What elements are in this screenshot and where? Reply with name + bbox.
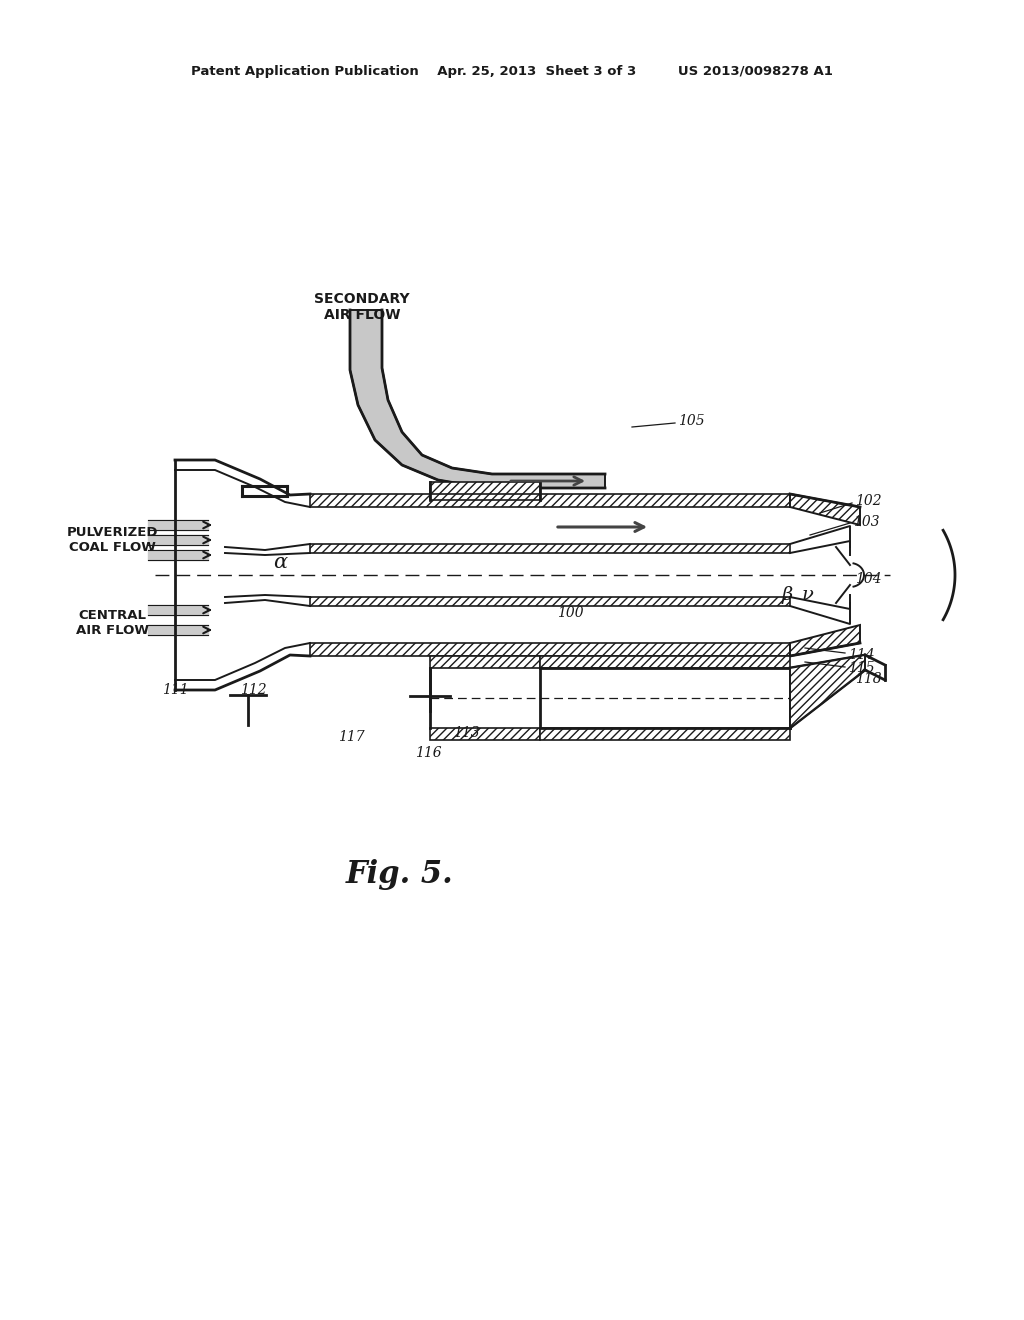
Bar [310, 643, 790, 656]
Text: Patent Application Publication    Apr. 25, 2013  Sheet 3 of 3         US 2013/00: Patent Application Publication Apr. 25, … [191, 66, 833, 78]
Bar [430, 656, 540, 668]
Text: 111: 111 [162, 682, 188, 697]
Text: 104: 104 [855, 572, 882, 586]
Polygon shape [790, 624, 860, 656]
Text: 116: 116 [415, 746, 441, 760]
Text: 115: 115 [848, 661, 874, 675]
Bar [430, 729, 540, 741]
Text: CENTRAL
AIR FLOW: CENTRAL AIR FLOW [76, 609, 148, 638]
Text: SECONDARY
AIR FLOW: SECONDARY AIR FLOW [314, 292, 410, 322]
Text: ν: ν [802, 586, 814, 605]
Text: 100: 100 [557, 606, 584, 620]
Bar [310, 544, 790, 553]
Text: α: α [273, 553, 287, 573]
Polygon shape [790, 494, 860, 525]
Text: Fig. 5.: Fig. 5. [346, 859, 454, 891]
Bar [430, 482, 540, 494]
Bar [310, 597, 790, 606]
Text: 118: 118 [855, 672, 882, 686]
Text: 114: 114 [848, 648, 874, 663]
Text: β: β [781, 586, 793, 605]
Text: 112: 112 [240, 682, 266, 697]
Text: 102: 102 [855, 494, 882, 508]
Text: 113: 113 [453, 726, 479, 741]
Text: 103: 103 [853, 515, 880, 529]
Bar [430, 488, 540, 500]
Bar [310, 494, 790, 507]
Polygon shape [790, 655, 865, 729]
Text: 105: 105 [678, 414, 705, 428]
Bar [540, 729, 790, 741]
Bar [540, 656, 790, 668]
Polygon shape [350, 310, 605, 488]
Text: PULVERIZED
COAL FLOW: PULVERIZED COAL FLOW [67, 525, 158, 554]
Text: 117: 117 [338, 730, 365, 744]
